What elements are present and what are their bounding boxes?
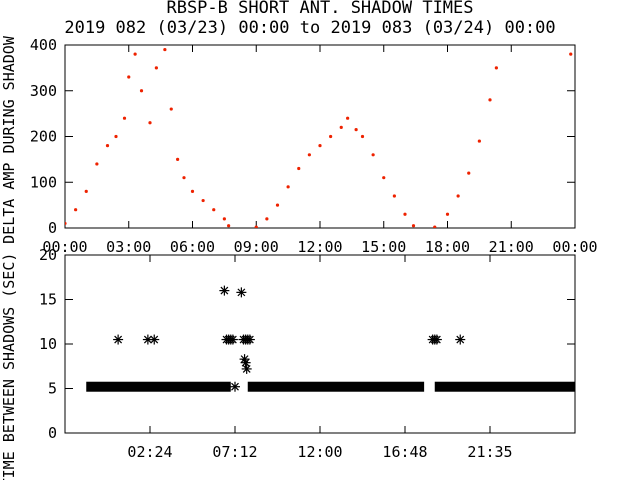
bottom-baseline-band: [434, 381, 575, 392]
bottom-data-point: [244, 334, 255, 345]
bottom-data-point: [455, 334, 466, 345]
bottom-baseline-band: [247, 381, 425, 392]
top-data-point: [360, 134, 365, 139]
bottom-x-tick-label: 07:12: [212, 443, 257, 461]
top-data-point: [488, 98, 492, 102]
bottom-chart-frame: [64, 254, 576, 434]
chart-title: RBSP-B SHORT ANT. SHADOW TIMES: [166, 0, 473, 18]
top-data-point: [65, 221, 67, 226]
top-data-point: [148, 121, 152, 125]
top-data-point: [297, 166, 301, 171]
top-data-point: [371, 153, 375, 157]
bottom-x-tick-label: 12:00: [297, 443, 342, 461]
bottom-data-point: [431, 334, 442, 345]
top-x-tick-label: 00:00: [42, 238, 87, 256]
bottom-data-point: [113, 334, 124, 345]
top-data-point: [445, 212, 450, 216]
top-data-point: [456, 194, 460, 198]
top-chart-frame: [64, 44, 576, 229]
top-x-tick-label: 21:00: [489, 238, 534, 256]
top-x-tick-label: 15:00: [361, 238, 406, 256]
top-x-tick-label: 09:00: [234, 238, 279, 256]
bottom-data-point: [240, 357, 251, 368]
top-y-tick-label: 400: [30, 36, 57, 54]
top-data-point: [354, 128, 358, 132]
bottom-data-point: [241, 363, 252, 374]
top-data-point: [573, 39, 576, 42]
top-data-point: [433, 225, 437, 228]
top-x-tick-label: 03:00: [106, 238, 151, 256]
bottom-data-point: [149, 334, 160, 345]
top-x-tick-label: 00:00: [552, 238, 597, 256]
top-chart-delta-amp: 00:00 03:00 06:00 09:00 12:00 15:00 18:00 21:00…: [30, 36, 598, 256]
bottom-y-tick-label: 0: [48, 424, 57, 442]
top-data-point: [227, 224, 231, 228]
bottom-data-point: [230, 381, 240, 392]
bottom-data-point: [219, 285, 230, 296]
top-data-point: [190, 189, 195, 193]
top-data-point: [74, 208, 78, 212]
top-data-point: [346, 116, 350, 120]
top-x-tick-label: 06:00: [170, 238, 215, 256]
top-data-point: [307, 153, 311, 157]
top-data-point: [114, 134, 118, 139]
top-data-point: [122, 116, 127, 120]
top-data-point: [382, 176, 386, 180]
top-data-point: [403, 212, 407, 216]
top-data-point: [163, 47, 167, 52]
top-data-point: [139, 89, 144, 93]
top-data-point: [222, 217, 226, 221]
top-data-point: [392, 194, 396, 198]
top-series-points: [65, 39, 576, 228]
top-data-point: [569, 52, 573, 56]
top-x-tick-label: 18:00: [425, 238, 470, 256]
top-data-point: [84, 189, 88, 193]
bottom-x-tick-label: 21:35: [467, 443, 512, 461]
bottom-y-tick-label: 15: [39, 291, 57, 309]
bottom-data-point: [227, 334, 238, 345]
top-y-tick-label: 100: [30, 173, 57, 191]
bottom-chart-time-between-shadows: 02:24 07:12 12:00 16:48 21:35 0 5 10 15 20: [39, 246, 576, 461]
bottom-chart-y-axis-label: TIME BETWEEN SHADOWS (SEC): [0, 253, 18, 480]
top-data-point: [265, 217, 269, 221]
top-data-point: [154, 66, 158, 70]
top-y-tick-label: 0: [48, 219, 57, 237]
bottom-y-tick-label: 10: [39, 335, 57, 353]
top-data-point: [127, 75, 131, 79]
bottom-data-point: [236, 287, 247, 298]
top-x-tick-label: 12:00: [297, 238, 342, 256]
top-data-point: [477, 139, 481, 143]
bottom-baseline-band: [86, 381, 231, 392]
top-data-point: [467, 171, 471, 175]
top-data-point: [501, 39, 504, 42]
top-y-tick-label: 300: [30, 82, 57, 100]
top-data-point: [176, 157, 180, 161]
top-data-point: [212, 208, 216, 212]
top-data-point: [275, 203, 280, 207]
top-data-point: [318, 144, 322, 148]
bottom-data-point: [142, 334, 153, 345]
bottom-x-tick-label: 02:24: [127, 443, 172, 461]
top-data-point: [95, 162, 99, 166]
top-data-point: [339, 125, 343, 129]
top-data-point: [169, 107, 173, 111]
top-data-point: [182, 176, 186, 180]
top-chart-y-axis-label: DELTA AMP DURING SHADOW: [0, 35, 18, 244]
bottom-x-tick-label: 16:48: [382, 443, 427, 461]
top-data-point: [201, 198, 205, 203]
top-data-point: [133, 52, 137, 56]
top-data-point: [494, 66, 498, 70]
top-data-point: [286, 185, 290, 189]
top-data-point: [329, 134, 333, 139]
top-data-point: [254, 225, 258, 228]
top-data-point: [411, 224, 416, 228]
top-data-point: [105, 144, 110, 148]
top-y-tick-label: 200: [30, 128, 57, 146]
bottom-y-tick-label: 20: [39, 246, 57, 264]
bottom-y-tick-label: 5: [48, 380, 57, 398]
chart-subtitle: 2019 082 (03/23) 00:00 to 2019 083 (03/2…: [64, 18, 555, 38]
